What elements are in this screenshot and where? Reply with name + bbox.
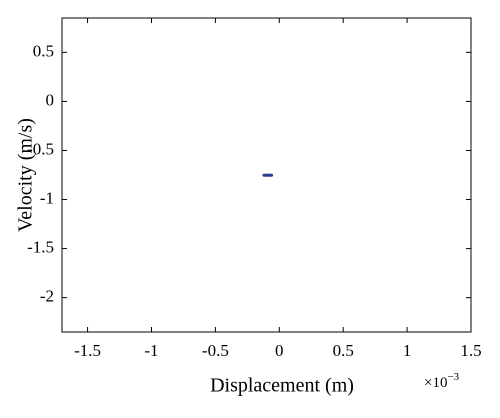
y-tick-label: 0.5 bbox=[33, 41, 54, 60]
plot-area bbox=[61, 17, 472, 333]
y-tick-label: 0 bbox=[46, 90, 55, 109]
x-tick-label: 0.5 bbox=[333, 341, 354, 360]
x-tick-label: -0.5 bbox=[202, 341, 229, 360]
y-tick-label: -0.5 bbox=[27, 139, 54, 158]
x-tick-label: 1 bbox=[403, 341, 412, 360]
exponent-base: ×10 bbox=[424, 375, 447, 391]
x-exponent: ×10−3 bbox=[424, 371, 460, 392]
x-tick-label: -1 bbox=[144, 341, 158, 360]
y-tick-label: -2 bbox=[40, 287, 54, 306]
y-tick-label: -1.5 bbox=[27, 238, 54, 257]
x-tick-label: 1.5 bbox=[460, 341, 481, 360]
x-tick-label: 0 bbox=[275, 341, 284, 360]
y-axis-label: Velocity (m/s) bbox=[15, 118, 37, 232]
exponent-power: −3 bbox=[447, 371, 459, 383]
y-tick-label: -1 bbox=[40, 188, 54, 207]
x-axis-label: Displacement (m) bbox=[210, 375, 354, 397]
x-tick-label: -1.5 bbox=[74, 341, 101, 360]
